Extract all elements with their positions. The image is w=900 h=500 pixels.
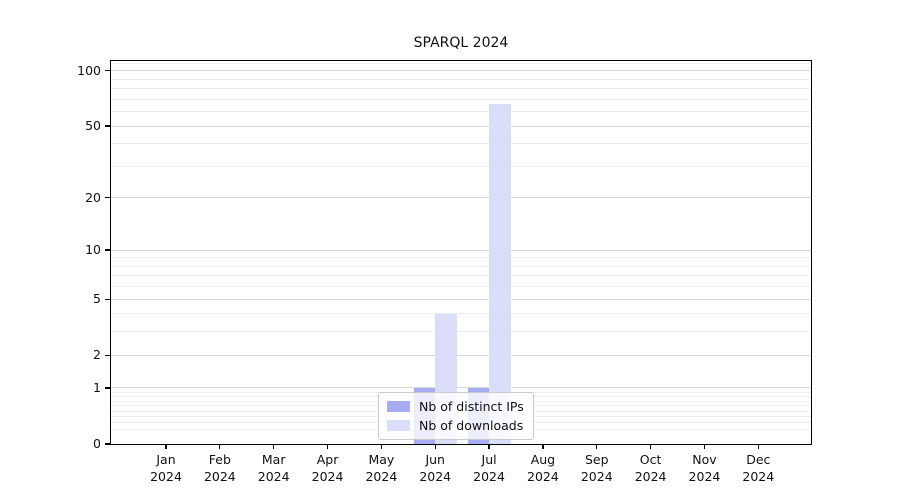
x-tick-label: Apr 2024 (296, 451, 360, 486)
x-tick-mark (650, 445, 652, 449)
x-tick-label: Sep 2024 (565, 451, 629, 486)
y-tick-mark (105, 443, 110, 445)
y-tick-label: 1 (93, 379, 101, 395)
x-tick-label: Mar 2024 (242, 451, 306, 486)
legend-item-downloads: Nb of downloads (387, 418, 524, 433)
y-tick-label: 10 (85, 242, 101, 258)
x-tick-label: Oct 2024 (619, 451, 683, 486)
x-tick-mark (380, 445, 382, 449)
x-tick-mark (219, 445, 221, 449)
legend-label-downloads: Nb of downloads (419, 418, 524, 433)
y-major-gridline (111, 249, 811, 251)
x-tick-year: 2024 (473, 469, 505, 485)
x-tick-year: 2024 (742, 469, 775, 485)
y-minor-gridline (111, 265, 811, 267)
y-tick-label: 50 (85, 118, 101, 134)
legend: Nb of distinct IPs Nb of downloads (378, 392, 534, 440)
x-tick-year: 2024 (688, 469, 721, 485)
x-tick-mark (434, 445, 436, 449)
y-tick-label: 0 (93, 436, 101, 451)
y-minor-gridline (111, 78, 811, 80)
y-minor-gridline (111, 98, 811, 100)
x-tick-year: 2024 (580, 469, 613, 485)
legend-swatch-downloads (387, 420, 410, 431)
x-tick-mark (488, 445, 490, 449)
y-minor-gridline (111, 88, 811, 90)
x-tick-label: Jun 2024 (403, 451, 467, 486)
y-minor-gridline (111, 143, 811, 145)
x-tick-mark (703, 445, 706, 449)
y-minor-gridline (111, 257, 811, 259)
x-tick-label: Aug 2024 (511, 451, 575, 486)
legend-item-distinct-ips: Nb of distinct IPs (387, 399, 524, 414)
x-tick-year: 2024 (257, 469, 290, 485)
x-tick-label: May 2024 (349, 451, 413, 486)
x-tick-label: Jul 2024 (457, 451, 521, 486)
bar-downloads-jul (489, 103, 511, 444)
y-tick-label: 5 (93, 291, 101, 307)
x-tick-label: Feb 2024 (188, 451, 252, 486)
y-tick-mark (105, 125, 110, 127)
y-minor-gridline (111, 313, 811, 315)
y-minor-gridline (111, 286, 811, 288)
x-tick-label: Nov 2024 (672, 451, 736, 486)
y-major-gridline (111, 70, 811, 72)
x-tick-label: Dec 2024 (726, 451, 790, 486)
x-tick-year: 2024 (365, 469, 398, 485)
y-tick-mark (105, 354, 110, 356)
y-minor-gridline (111, 62, 811, 64)
y-minor-gridline (111, 111, 811, 113)
x-tick-mark (596, 445, 598, 449)
legend-swatch-distinct-ips (387, 401, 410, 412)
x-tick-label: Jan 2024 (134, 451, 198, 486)
x-tick-mark (542, 445, 544, 449)
x-tick-year: 2024 (203, 469, 236, 485)
y-tick-mark (105, 298, 110, 300)
y-tick-label: 100 (77, 62, 101, 78)
y-tick-mark (105, 197, 110, 199)
legend-label-distinct-ips: Nb of distinct IPs (419, 399, 524, 414)
x-tick-year: 2024 (527, 469, 559, 485)
x-tick-mark (326, 445, 329, 449)
y-tick-mark (105, 70, 110, 72)
plot-area: SPARQL 2024 Nb of distinct IPs Nb of dow… (77, 35, 812, 484)
x-tick-year: 2024 (311, 469, 344, 485)
y-major-gridline (111, 354, 811, 356)
y-minor-gridline (111, 165, 811, 167)
y-major-gridline (111, 387, 811, 389)
x-tick-mark (273, 445, 275, 449)
y-major-gridline (111, 125, 811, 127)
chart-title: SPARQL 2024 (413, 35, 509, 51)
x-tick-year: 2024 (150, 469, 182, 485)
x-tick-year: 2024 (419, 469, 452, 485)
y-minor-gridline (111, 331, 811, 333)
y-tick-label: 20 (85, 189, 101, 205)
x-tick-mark (757, 445, 759, 449)
y-tick-mark (105, 387, 110, 389)
y-minor-gridline (111, 275, 811, 277)
y-tick-label: 2 (93, 347, 101, 363)
y-major-gridline (111, 197, 811, 199)
y-major-gridline (111, 298, 811, 300)
y-tick-mark (105, 249, 110, 251)
x-tick-mark (165, 445, 167, 449)
x-tick-year: 2024 (634, 469, 667, 485)
